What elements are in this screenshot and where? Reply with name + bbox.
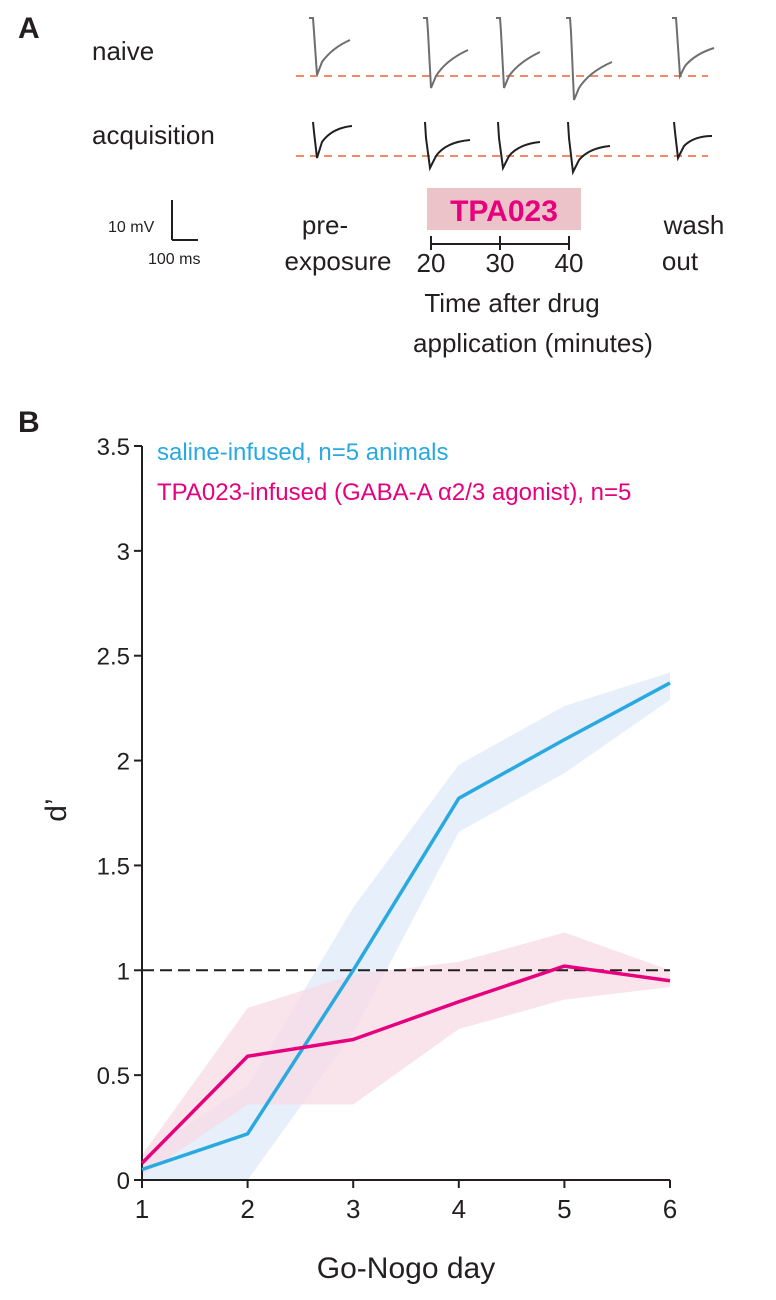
acquisition-traces — [312, 121, 713, 176]
pre-exposure-label-line1: pre- — [302, 210, 348, 240]
legend-entry-0: saline-infused, n=5 animals — [157, 439, 449, 466]
time-tick-30: 30 — [486, 248, 515, 278]
time-bracket — [430, 236, 570, 250]
y-tick-label-2: 1 — [117, 958, 130, 985]
scale-time-label: 100 ms — [148, 251, 200, 268]
time-axis-label-line2: application (minutes) — [413, 328, 653, 358]
series-1-band — [142, 932, 670, 1176]
line-chart: 0 0.5 1 1.5 2 2.5 3 3.5 1 2 3 4 5 6 saline-infused, n=… — [40, 434, 677, 1285]
acquisition-trace-40 — [567, 121, 611, 176]
naive-trace-30 — [496, 17, 541, 89]
acquisition-trace-20 — [424, 121, 471, 172]
naive-trace-20 — [423, 17, 469, 89]
drug-badge-background — [427, 188, 581, 230]
acquisition-trace-wash — [673, 121, 713, 162]
drug-badge-label: TPA023 — [450, 195, 558, 228]
y-tick-label-5: 2.5 — [97, 644, 130, 671]
x-tick-label-3: 4 — [452, 1194, 466, 1224]
x-tick-label-2: 3 — [346, 1194, 360, 1224]
y-tick-label-4: 2 — [117, 749, 130, 776]
time-axis-label-line1: Time after drug — [424, 288, 599, 318]
panel-a-label: A — [18, 12, 40, 45]
legend-entry-1: TPA023-infused (GABA-A α2/3 agonist), n=… — [157, 479, 631, 506]
naive-trace-pre — [309, 17, 351, 76]
naive-trace-40 — [566, 17, 613, 101]
washout-label-line1: wash — [663, 210, 725, 240]
row-label-naive: naive — [92, 36, 154, 66]
x-tick-label-4: 5 — [557, 1194, 571, 1224]
x-tick-label-1: 2 — [240, 1194, 254, 1224]
y-tick-label-0: 0 — [117, 1168, 130, 1195]
series-0-line — [141, 681, 671, 1172]
y-tick-label-7: 3.5 — [97, 434, 130, 461]
x-tick-label-0: 1 — [135, 1194, 149, 1224]
scale-bar: 10 mV 100 ms — [108, 200, 200, 268]
acquisition-trace-30 — [497, 121, 541, 172]
naive-trace-wash — [672, 17, 715, 80]
naive-traces — [309, 17, 715, 101]
panel-b-label: B — [18, 406, 40, 439]
time-tick-40: 40 — [555, 248, 584, 278]
y-tick-label-3: 1.5 — [97, 853, 130, 880]
y-tick-label-1: 0.5 — [97, 1063, 130, 1090]
x-tick-label-5: 6 — [663, 1194, 677, 1224]
row-label-acquisition: acquisition — [92, 120, 215, 150]
washout-label-line2: out — [662, 246, 699, 276]
time-tick-20: 20 — [417, 248, 446, 278]
scale-voltage-label: 10 mV — [108, 219, 155, 236]
y-axis-label: d’ — [40, 798, 73, 821]
y-tick-label-6: 3 — [117, 539, 130, 566]
series-1-line — [140, 964, 671, 1165]
pre-exposure-label-line2: exposure — [285, 246, 392, 276]
acquisition-trace-pre — [312, 121, 353, 159]
x-axis-label: Go-Nogo day — [317, 1252, 495, 1285]
